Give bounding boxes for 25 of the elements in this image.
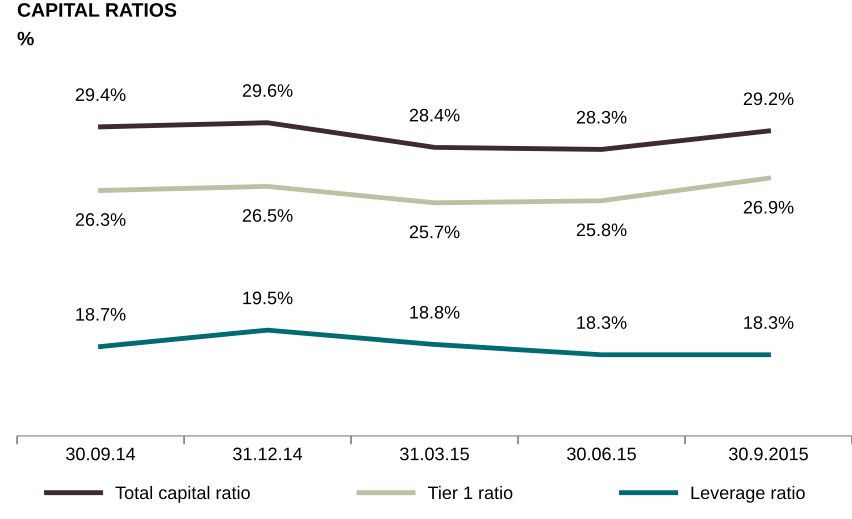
data-label: 29.2% [744,92,794,106]
x-tick-label: 30.09.14 [66,448,136,460]
data-label: 28.4% [410,108,460,122]
data-label: 26.5% [242,209,292,222]
data-label: 18.8% [410,306,460,319]
data-label: 25.7% [410,226,460,238]
x-tick-label: 30.06.15 [567,448,636,460]
legend-label: Tier 1 ratio [428,486,512,500]
legend-label: Total capital ratio [116,486,250,503]
data-label: 29.4% [76,88,126,102]
data-label: 26.3% [76,213,126,226]
data-label: 18.3% [744,316,794,329]
data-label: 28.3% [576,110,626,124]
data-label: 18.7% [76,308,126,321]
data-label: 18.3% [577,316,626,329]
y-axis-title: % [18,32,34,46]
data-label: 25.8% [576,223,626,236]
x-tick-label: 30.9.2015 [729,448,808,460]
data-label: 26.9% [744,200,794,214]
x-tick-label: 31.03.15 [400,448,469,460]
x-tick-label: 31.12.14 [233,448,302,460]
legend-label: Leverage ratio [692,486,805,503]
chart-title: CAPITAL RATIOS [18,3,176,17]
data-label: 19.5% [243,292,292,304]
data-label: 29.6% [242,84,292,97]
